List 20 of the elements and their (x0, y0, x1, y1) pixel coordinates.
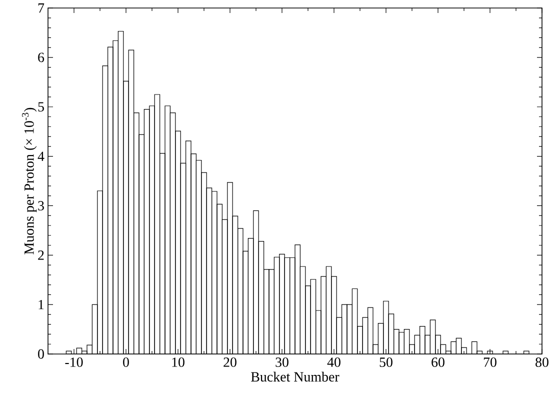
x-tick-label: 20 (224, 358, 236, 367)
x-axis-title: Bucket Number (251, 372, 340, 382)
x-tick-label: 40 (327, 358, 340, 367)
x-tick-label: -10 (65, 358, 83, 367)
x-tick-label: 50 (380, 358, 392, 367)
x-tick-label: 60 (432, 358, 444, 367)
y-tick-label: 3 (38, 201, 44, 210)
y-axis-title: Muons per Proton (× 10$^{-3}$) (22, 108, 37, 254)
y-tick-label: 4 (38, 152, 44, 161)
y-tick-label: 0 (38, 349, 44, 359)
x-tick-label: 80 (536, 358, 548, 367)
x-tick-label: 0 (123, 358, 129, 367)
x-tick-label: 10 (172, 358, 184, 367)
y-tick-label: 6 (38, 52, 44, 62)
x-tick-label: 30 (276, 358, 288, 367)
x-tick-label: 70 (484, 358, 496, 367)
y-tick-label: 1 (38, 300, 44, 310)
y-tick-label: 5 (38, 102, 44, 112)
y-tick-label: 7 (38, 3, 44, 13)
y-tick-label: 2 (38, 250, 44, 260)
